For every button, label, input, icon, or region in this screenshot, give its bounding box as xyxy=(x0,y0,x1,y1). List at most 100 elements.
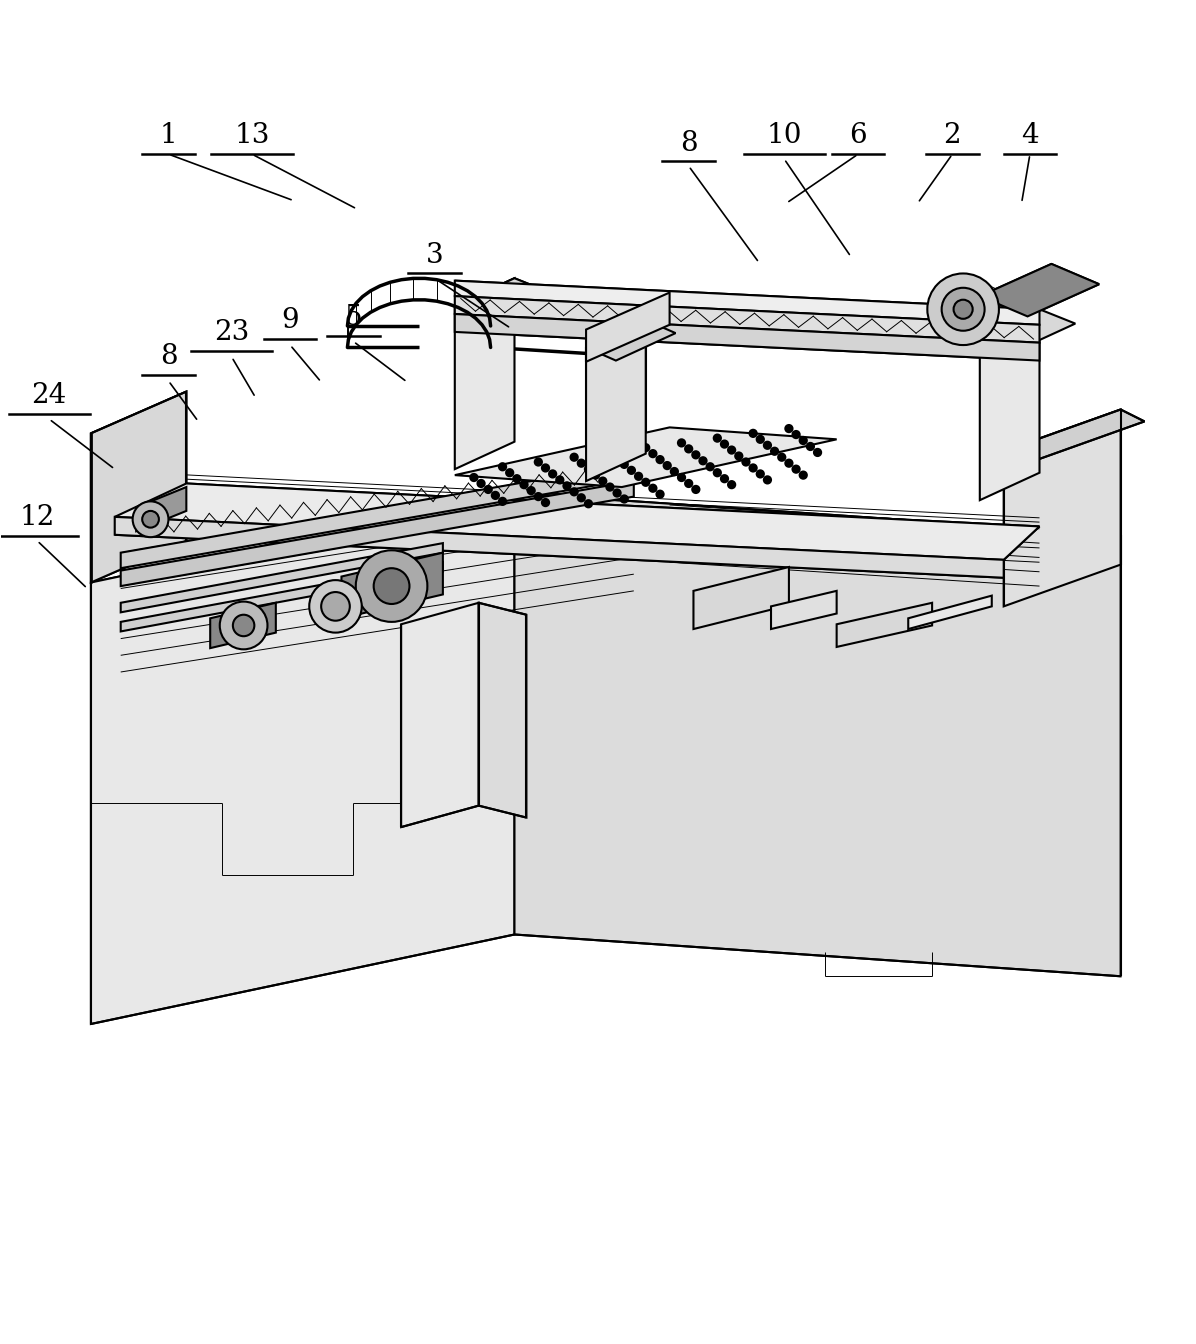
Circle shape xyxy=(750,465,757,472)
Circle shape xyxy=(678,439,685,446)
Polygon shape xyxy=(586,320,646,481)
Circle shape xyxy=(721,476,728,482)
Polygon shape xyxy=(454,296,1039,343)
Circle shape xyxy=(606,484,614,491)
Circle shape xyxy=(786,460,793,466)
Circle shape xyxy=(542,499,549,507)
Circle shape xyxy=(771,448,779,454)
Circle shape xyxy=(513,476,520,482)
Circle shape xyxy=(714,469,721,476)
Text: 8: 8 xyxy=(679,129,697,156)
Circle shape xyxy=(606,449,614,456)
Polygon shape xyxy=(121,543,443,613)
Circle shape xyxy=(492,492,499,499)
Circle shape xyxy=(563,482,570,489)
Circle shape xyxy=(373,569,409,603)
Circle shape xyxy=(220,602,268,649)
Circle shape xyxy=(743,458,750,465)
Circle shape xyxy=(649,450,657,457)
Polygon shape xyxy=(91,493,1121,624)
Polygon shape xyxy=(586,320,676,360)
Circle shape xyxy=(592,472,599,478)
Circle shape xyxy=(599,477,606,485)
Circle shape xyxy=(142,511,159,528)
Circle shape xyxy=(800,472,807,478)
Polygon shape xyxy=(91,391,187,582)
Circle shape xyxy=(642,444,649,452)
Circle shape xyxy=(728,481,736,488)
Polygon shape xyxy=(908,595,991,629)
Text: 8: 8 xyxy=(159,343,177,370)
Circle shape xyxy=(750,430,757,437)
Circle shape xyxy=(678,474,685,481)
Polygon shape xyxy=(478,603,526,817)
Circle shape xyxy=(941,288,984,331)
Polygon shape xyxy=(121,464,634,569)
Circle shape xyxy=(578,460,585,466)
Circle shape xyxy=(477,480,484,487)
Circle shape xyxy=(692,452,700,458)
Circle shape xyxy=(484,487,492,493)
Circle shape xyxy=(779,454,786,461)
Circle shape xyxy=(692,487,700,493)
Polygon shape xyxy=(980,309,1039,500)
Text: 24: 24 xyxy=(31,383,67,410)
Polygon shape xyxy=(115,517,1003,578)
Circle shape xyxy=(133,501,169,538)
Circle shape xyxy=(728,446,736,454)
Circle shape xyxy=(520,481,527,488)
Polygon shape xyxy=(586,293,670,362)
Text: 2: 2 xyxy=(944,122,962,149)
Polygon shape xyxy=(210,603,276,648)
Circle shape xyxy=(499,464,506,470)
Circle shape xyxy=(649,485,657,492)
Circle shape xyxy=(585,465,592,473)
Circle shape xyxy=(310,581,361,633)
Text: 13: 13 xyxy=(234,122,269,149)
Circle shape xyxy=(657,491,664,497)
Polygon shape xyxy=(401,603,478,827)
Circle shape xyxy=(570,454,578,461)
Circle shape xyxy=(953,300,972,319)
Circle shape xyxy=(707,464,714,470)
Polygon shape xyxy=(1003,410,1121,606)
Polygon shape xyxy=(771,591,837,629)
Circle shape xyxy=(685,480,692,487)
Text: 6: 6 xyxy=(849,122,867,149)
Polygon shape xyxy=(136,487,187,531)
Circle shape xyxy=(556,476,563,484)
Circle shape xyxy=(793,431,800,438)
Circle shape xyxy=(233,614,255,636)
Text: 1: 1 xyxy=(159,122,177,149)
Text: 4: 4 xyxy=(1021,122,1039,149)
Circle shape xyxy=(764,476,771,484)
Polygon shape xyxy=(980,263,1099,316)
Circle shape xyxy=(355,550,427,622)
Text: 3: 3 xyxy=(426,242,444,269)
Circle shape xyxy=(793,465,800,473)
Text: 5: 5 xyxy=(344,304,362,331)
Polygon shape xyxy=(980,309,1075,351)
Circle shape xyxy=(757,470,764,477)
Polygon shape xyxy=(514,493,1121,976)
Polygon shape xyxy=(454,278,514,469)
Circle shape xyxy=(700,457,707,465)
Circle shape xyxy=(721,441,728,448)
Circle shape xyxy=(714,434,721,442)
Circle shape xyxy=(621,461,628,468)
Polygon shape xyxy=(454,314,1039,360)
Circle shape xyxy=(570,488,578,496)
Circle shape xyxy=(628,466,635,474)
Circle shape xyxy=(535,458,542,465)
Polygon shape xyxy=(454,427,837,487)
Polygon shape xyxy=(115,484,1039,560)
Polygon shape xyxy=(454,281,1039,325)
Circle shape xyxy=(807,444,814,450)
Circle shape xyxy=(814,449,822,456)
Polygon shape xyxy=(454,278,550,320)
Polygon shape xyxy=(91,493,514,1024)
Polygon shape xyxy=(694,567,789,629)
Circle shape xyxy=(621,496,628,503)
Circle shape xyxy=(542,465,549,472)
Circle shape xyxy=(506,469,513,476)
